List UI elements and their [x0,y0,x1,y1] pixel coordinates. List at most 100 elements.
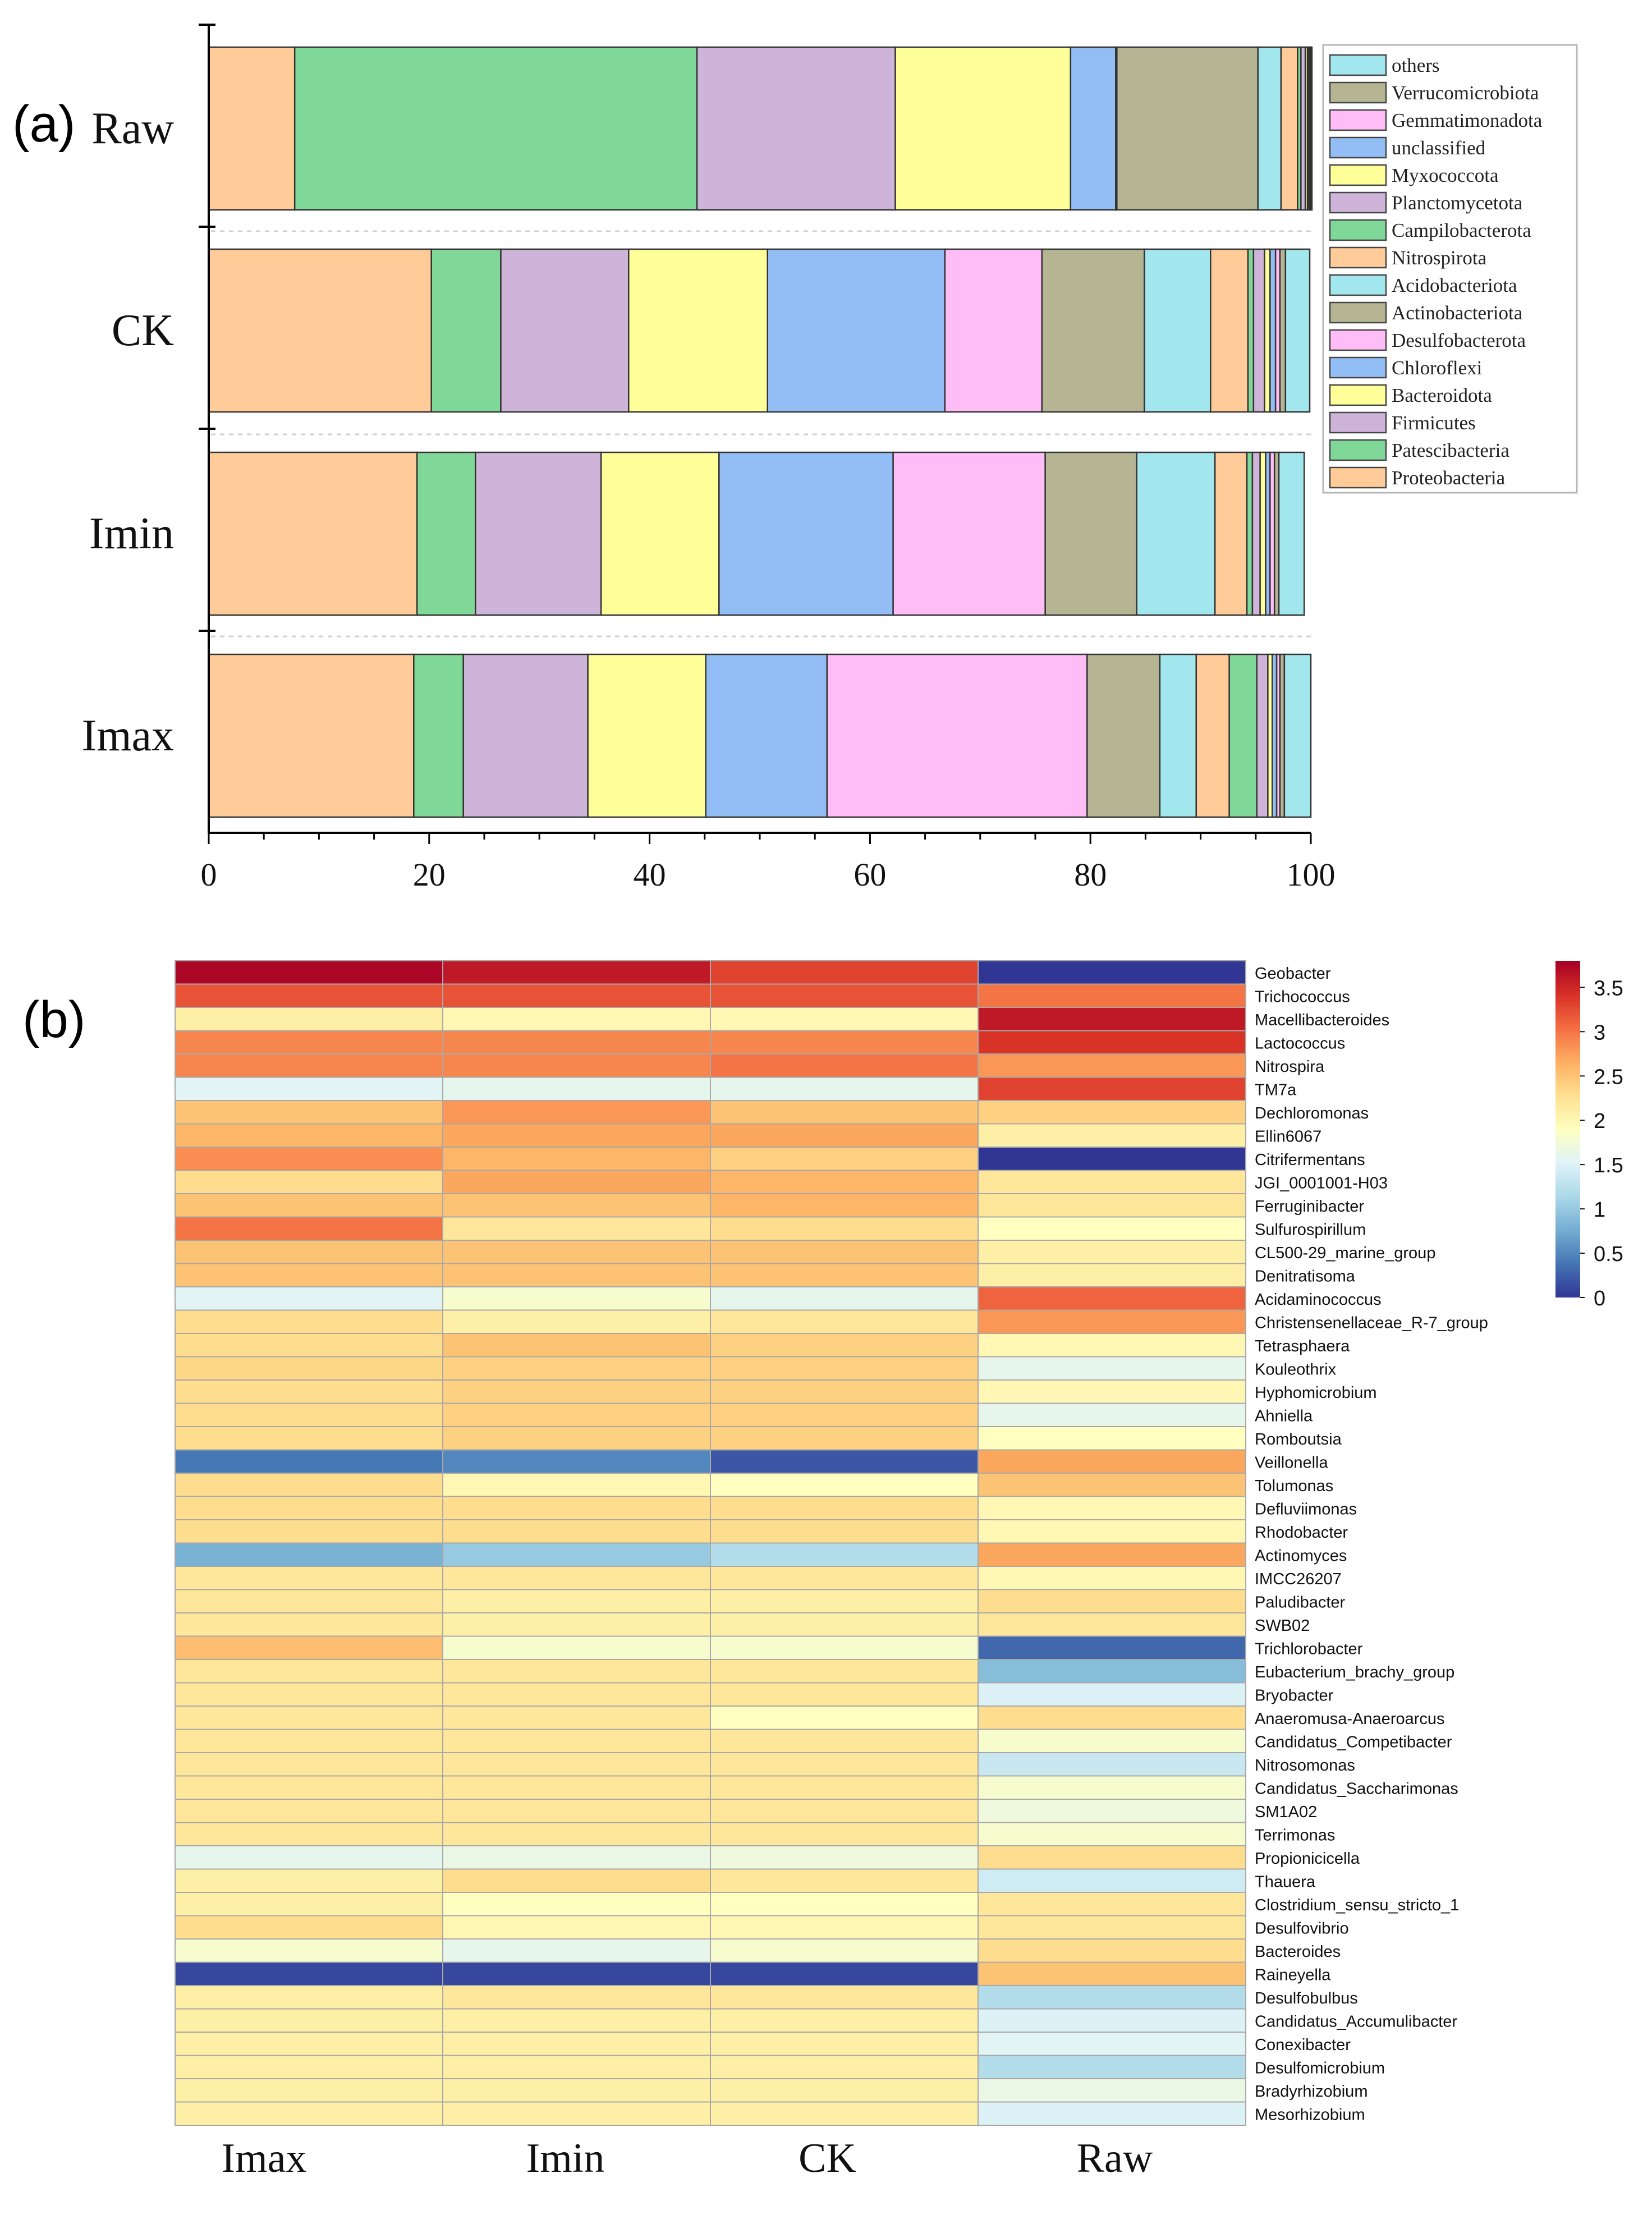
bar-segment-imax-nitrospirota [1195,653,1230,818]
row-label-desulfobulbus: Desulfobulbus [1255,1989,1358,2007]
colorbar-tick-label: 0.5 [1594,1243,1623,1266]
heatmap-cell-bacteroides-imax [175,1938,443,1963]
legend-label-actinobacteriota: Actinobacteriota [1392,302,1523,324]
heatmap-cell-tolumonas-imin [442,1473,711,1497]
bar-segment-imin-desulfobacterota [892,451,1046,616]
heatmap-cell-swb02-imax [175,1612,443,1637]
heatmap-cell-thauera-imax [175,1868,443,1893]
heatmap-cell-kouleothrix-imax [175,1356,443,1381]
column-label-imax: Imax [221,2135,306,2181]
row-label-nitrospira: Nitrospira [1255,1058,1325,1076]
heatmap-row-sulfurospirillum [175,1216,1246,1241]
row-label-thauera: Thauera [1255,1873,1316,1891]
heatmap-cell-ellin6067-raw [978,1123,1246,1148]
heatmap-cell-clostridium-sensu-stricto-1-raw [978,1892,1246,1917]
heatmap-cell-lactococcus-raw [978,1030,1246,1055]
heatmap-cell-veillonella-ck [710,1449,979,1474]
x-tick-label: 0 [201,856,217,893]
heatmap-cell-ahniella-imax [175,1402,443,1427]
heatmap-cell-candidatus-competibacter-imax [175,1729,443,1753]
heatmap-cell-jgi-0001001-h03-raw [978,1170,1246,1194]
heatmap-cell-trichlorobacter-imax [175,1635,443,1660]
heatmap-cell-tetrasphaera-imin [442,1333,711,1358]
category-label-imin: Imin [89,509,174,558]
bar-row-raw [208,46,1313,211]
heatmap-cells [175,960,1246,2126]
heatmap-cell-tolumonas-ck [710,1473,979,1497]
row-label-sulfurospirillum: Sulfurospirillum [1255,1221,1366,1239]
legend-swatch-unclassified [1329,136,1387,159]
heatmap-cell-eubacterium-brachy-group-imax [175,1659,443,1684]
heatmap-cell-dechloromonas-imax [175,1100,443,1125]
heatmap-cell-geobacter-imax [175,960,443,985]
heatmap-cell-tm7a-raw [978,1076,1246,1101]
bar-segment-ck-chloroflexi [767,248,946,413]
bar-segment-imin-acidobacteriota [1136,451,1216,616]
bar-segment-imin-others [1278,451,1305,616]
heatmap-cell-candidatus-accumulibacter-raw [978,2008,1246,2033]
legend-swatch-acidobacteriota [1329,274,1387,296]
heatmap-cell-imcc26207-imin [442,1566,711,1590]
heatmap-cell-desulfomicrobium-imax [175,2055,443,2079]
heatmap-cell-tolumonas-raw [978,1473,1246,1497]
row-label-anaeromusa-anaeroarcus: Anaeromusa-Anaeroarcus [1255,1710,1445,1728]
heatmap-cell-cl500-29-marine-group-raw [978,1240,1246,1264]
heatmap-cell-raineyella-imin [442,1961,711,1986]
heatmap-cell-geobacter-imin [442,960,711,985]
heatmap-cell-terrimonas-imin [442,1822,711,1846]
heatmap-row-defluviimonas [175,1496,1246,1520]
heatmap-cell-denitratisoma-imax [175,1263,443,1287]
heatmap-cell-citrifermentans-imin [442,1147,711,1171]
heatmap-cell-dechloromonas-raw [978,1100,1246,1125]
row-label-swb02: SWB02 [1255,1617,1310,1635]
heatmap-cell-candidatus-saccharimonas-ck [710,1775,979,1800]
heatmap-cell-defluviimonas-ck [710,1496,979,1520]
heatmap-cell-conexibacter-imin [442,2032,711,2056]
bar-segment-imax-chloroflexi [705,653,828,818]
legend-label-gemmatimonadota: Gemmatimonadota [1392,109,1543,131]
bar-segment-imax-others [1283,653,1312,818]
heatmap-cell-mesorhizobium-imax [175,2101,443,2126]
bar-segment-imin-chloroflexi [718,451,894,616]
row-label-jgi-0001001-h03: JGI_0001001-H03 [1255,1174,1388,1192]
legend-swatch-bacteroidota [1329,384,1387,406]
heatmap-cell-veillonella-raw [978,1449,1246,1474]
heatmap-cell-ahniella-ck [710,1402,979,1427]
heatmap-row-actinomyces [175,1542,1246,1567]
heatmap-cell-sm1a02-raw [978,1799,1246,1823]
heatmap-cell-romboutsia-imin [442,1426,711,1451]
heatmap-cell-sulfurospirillum-imax [175,1216,443,1241]
heatmap-cell-romboutsia-imax [175,1426,443,1451]
heatmap-cell-hyphomicrobium-imax [175,1379,443,1404]
x-tick-label: 20 [413,856,446,893]
heatmap-cell-macellibacteroides-imax [175,1007,443,1031]
bar-row-ck [208,248,1311,413]
bar-segment-imin-bacteroidota [600,451,720,616]
heatmap-cell-rhodobacter-ck [710,1519,979,1544]
colorbar-tick-label: 3.5 [1594,976,1623,1000]
heatmap-cell-bacteroides-imin [442,1938,711,1963]
heatmap-cell-dechloromonas-ck [710,1100,979,1125]
heatmap-cell-desulfobulbus-imax [175,1985,443,2010]
legend-label-others: others [1392,54,1440,76]
legend: others Verrucomicrobiota Gemmatimonadota un… [1322,44,1578,494]
legend-label-proteobacteria: Proteobacteria [1392,467,1506,489]
heatmap-cell-jgi-0001001-h03-ck [710,1170,979,1194]
row-label-tolumonas: Tolumonas [1255,1477,1333,1495]
row-label-dechloromonas: Dechloromonas [1255,1104,1369,1122]
heatmap-row-tetrasphaera [175,1333,1246,1358]
row-label-nitrosomonas: Nitrosomonas [1255,1757,1355,1775]
row-label-kouleothrix: Kouleothrix [1255,1360,1337,1378]
heatmap-cell-bradyrhizobium-imin [442,2078,711,2103]
legend-label-firmicutes: Firmicutes [1392,412,1476,434]
heatmap-cell-cl500-29-marine-group-ck [710,1240,979,1264]
heatmap-cell-conexibacter-imax [175,2032,443,2056]
heatmap-row-desulfobulbus [175,1985,1246,2010]
heatmap-cell-christensenellaceae-r-7-group-ck [710,1309,979,1334]
legend-label-bacteroidota: Bacteroidota [1392,384,1492,406]
heatmap-row-macellibacteroides [175,1007,1246,1031]
heatmap-cell-mesorhizobium-ck [710,2101,979,2126]
row-label-citrifermentans: Citrifermentans [1255,1151,1365,1169]
heatmap-row-jgi-0001001-h03 [175,1170,1246,1194]
heatmap-cell-imcc26207-ck [710,1566,979,1590]
